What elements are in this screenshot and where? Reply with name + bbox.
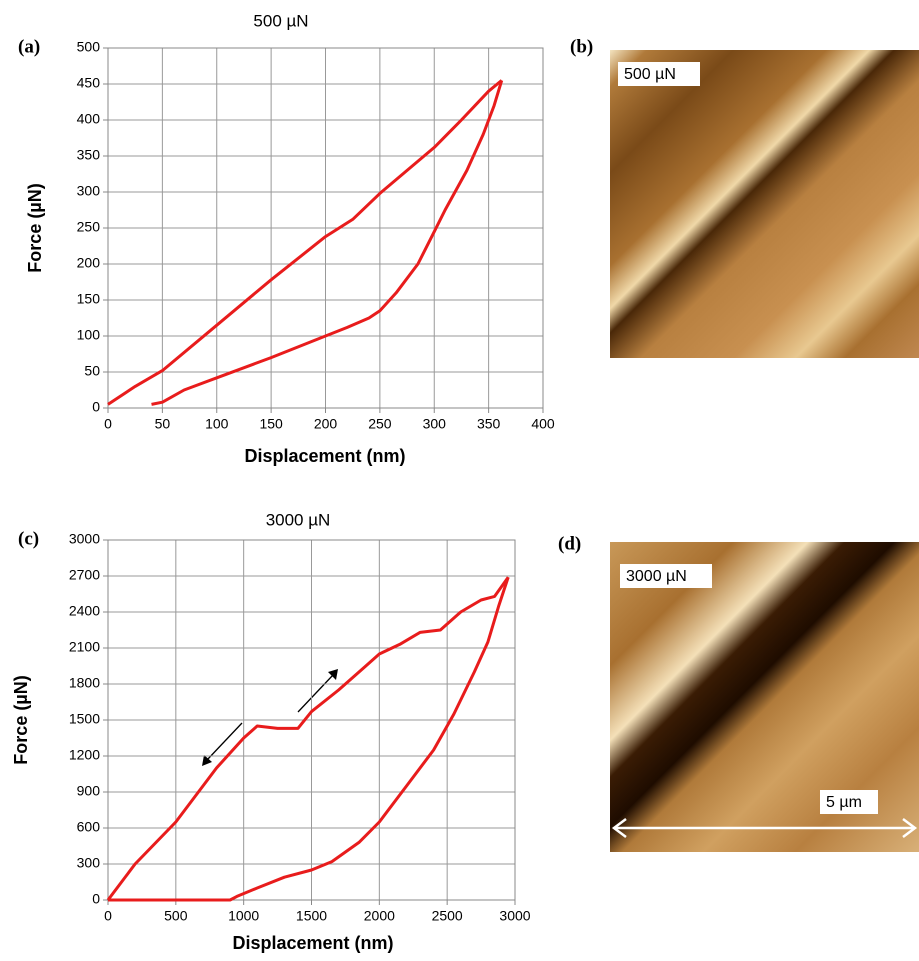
panel-label: (c) xyxy=(18,528,39,549)
y-tick-label: 0 xyxy=(92,399,100,415)
x-tick-label: 250 xyxy=(368,416,392,432)
x-tick-label: 0 xyxy=(104,416,112,432)
x-tick-label: 2500 xyxy=(432,908,463,924)
x-tick-label: 500 xyxy=(164,908,188,924)
image-label-box xyxy=(618,62,700,86)
data-line xyxy=(108,576,510,902)
image-label: 3000 µN xyxy=(626,568,687,585)
data-line xyxy=(106,576,510,901)
image-label: 500 µN xyxy=(624,66,676,83)
scale-label-box xyxy=(820,790,878,814)
x-tick-label: 200 xyxy=(314,416,338,432)
chart-title: 500 µN xyxy=(253,11,308,30)
y-tick-label: 400 xyxy=(77,111,101,127)
x-tick-label: 0 xyxy=(104,908,112,924)
data-line xyxy=(107,79,503,406)
y-tick-label: 1500 xyxy=(69,711,100,727)
chart-title: 3000 µN xyxy=(266,510,331,529)
plot-frame xyxy=(107,539,516,901)
x-tick-label: 1000 xyxy=(228,908,259,924)
y-tick-label: 100 xyxy=(77,327,101,343)
y-tick-label: 3000 xyxy=(69,531,100,547)
y-tick-label: 500 xyxy=(77,39,101,55)
x-tick-label: 400 xyxy=(531,416,555,432)
y-tick-label: 2700 xyxy=(69,567,100,583)
panel-label: (b) xyxy=(570,36,593,57)
y-tick-label: 200 xyxy=(77,255,101,271)
x-tick-label: 300 xyxy=(423,416,447,432)
y-tick-label: 1800 xyxy=(69,675,100,691)
x-axis-title: Displacement (nm) xyxy=(232,933,393,953)
plot-frame xyxy=(107,47,544,409)
panel-label: (a) xyxy=(18,36,40,57)
y-tick-label: 300 xyxy=(77,855,101,871)
scale-label: 5 µm xyxy=(826,794,862,811)
direction-arrows xyxy=(202,669,338,766)
x-tick-label: 350 xyxy=(477,416,501,432)
y-axis-title: Force (µN) xyxy=(11,675,31,764)
x-tick-label: 150 xyxy=(259,416,283,432)
x-tick-label: 3000 xyxy=(499,908,530,924)
y-tick-label: 600 xyxy=(77,819,101,835)
x-tick-label: 2000 xyxy=(364,908,395,924)
y-axis-title: Force (µN) xyxy=(25,183,45,272)
x-tick-label: 50 xyxy=(155,416,171,432)
afm-image xyxy=(610,50,919,358)
y-tick-label: 150 xyxy=(77,291,101,307)
x-tick-label: 100 xyxy=(205,416,229,432)
y-tick-label: 350 xyxy=(77,147,101,163)
y-tick-label: 1200 xyxy=(69,747,100,763)
x-axis-title: Displacement (nm) xyxy=(244,446,405,466)
y-tick-label: 900 xyxy=(77,783,101,799)
y-tick-label: 2100 xyxy=(69,639,100,655)
x-tick-label: 1500 xyxy=(296,908,327,924)
image-label-box xyxy=(620,564,712,588)
panel-label: (d) xyxy=(558,533,581,554)
y-tick-label: 0 xyxy=(92,891,100,907)
y-tick-label: 300 xyxy=(77,183,101,199)
scale-bar xyxy=(611,818,918,838)
y-tick-label: 50 xyxy=(84,363,100,379)
y-tick-label: 2400 xyxy=(69,603,100,619)
y-tick-label: 250 xyxy=(77,219,101,235)
y-tick-label: 450 xyxy=(77,75,101,91)
data-line xyxy=(151,79,504,406)
